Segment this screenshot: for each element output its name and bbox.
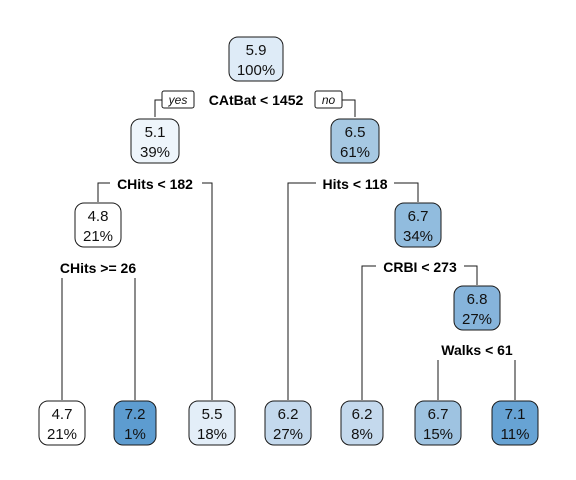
branch-tag-no: no	[314, 90, 343, 109]
node-root-percent: 100%	[237, 62, 275, 79]
node-n7-value: 6.7	[408, 208, 429, 225]
node-n3: 6.5 61%	[330, 118, 380, 164]
node-n14-percent: 27%	[462, 311, 492, 328]
edge-n7-n14	[463, 265, 478, 285]
leaf-1-percent: 21%	[47, 426, 77, 443]
edge-n3-n7	[392, 182, 419, 202]
leaf-7-value: 7.1	[505, 406, 526, 423]
leaf-4-value: 6.2	[278, 406, 299, 423]
edge-n3-leaf4	[287, 182, 318, 400]
leaf-2-value: 7.2	[125, 406, 146, 423]
node-n7: 6.7 34%	[394, 202, 442, 248]
leaf-5-value: 6.2	[352, 406, 373, 423]
tree-edges	[61, 99, 516, 400]
node-n2-value: 5.1	[145, 124, 166, 141]
split-labels: CAtBat < 1452 CHits < 182 Hits < 118 CHi…	[53, 90, 520, 360]
split-label-n7: CRBI < 273	[383, 259, 457, 275]
tree-nodes: 5.9 100% 5.1 39% 6.5 61% 4.8 21% 6.7 34%…	[38, 36, 539, 446]
leaf-node: 5.5 18%	[188, 400, 236, 446]
node-n2-percent: 39%	[140, 144, 170, 161]
leaf-node: 6.7 15%	[414, 400, 462, 446]
split-label-n2: CHits < 182	[117, 176, 193, 192]
split-label-root: CAtBat < 1452	[209, 92, 304, 108]
leaf-1-value: 4.7	[52, 406, 73, 423]
leaf-3-value: 5.5	[202, 406, 223, 423]
node-n3-percent: 61%	[340, 144, 370, 161]
branch-tag-no-text: no	[322, 93, 336, 107]
leaf-node: 7.2 1%	[113, 400, 157, 446]
branch-tag-yes: yes	[161, 90, 195, 109]
leaf-node: 6.2 27%	[264, 400, 312, 446]
leaf-6-percent: 15%	[423, 426, 453, 443]
leaf-5-percent: 8%	[351, 426, 373, 443]
edge-n2-n4	[97, 182, 110, 202]
edge-n2-leaf3	[200, 182, 213, 400]
leaf-node: 7.1 11%	[491, 400, 539, 446]
split-label-n3: Hits < 118	[323, 176, 388, 192]
leaf-2-percent: 1%	[124, 426, 146, 443]
node-n14-value: 6.8	[467, 291, 488, 308]
node-n4: 4.8 21%	[74, 202, 122, 248]
node-root: 5.9 100%	[228, 36, 284, 82]
node-n4-percent: 21%	[83, 228, 113, 245]
node-n4-value: 4.8	[88, 208, 109, 225]
leaf-4-percent: 27%	[273, 426, 303, 443]
node-n2: 5.1 39%	[130, 118, 180, 164]
leaf-3-percent: 18%	[197, 426, 227, 443]
edge-n7-leaf5	[361, 265, 378, 400]
leaf-node: 6.2 8%	[340, 400, 384, 446]
split-label-n14: Walks < 61	[441, 342, 513, 358]
leaf-6-value: 6.7	[428, 406, 449, 423]
node-n3-value: 6.5	[345, 124, 366, 141]
branch-tag-yes-text: yes	[168, 93, 188, 107]
split-label-n4: CHits >= 26	[60, 260, 136, 276]
leaf-7-percent: 11%	[501, 426, 530, 443]
node-n14: 6.8 27%	[453, 285, 501, 331]
leaf-node: 4.7 21%	[38, 400, 86, 446]
node-root-value: 5.9	[246, 42, 267, 59]
node-n7-percent: 34%	[403, 228, 433, 245]
